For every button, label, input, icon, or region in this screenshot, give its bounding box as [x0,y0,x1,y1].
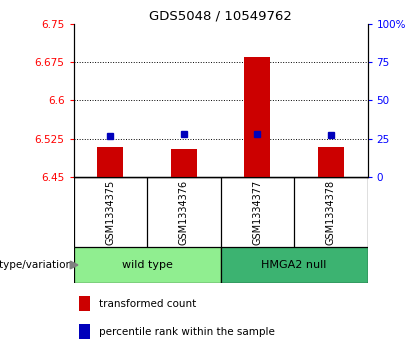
Bar [244,57,270,177]
Text: genotype/variation: genotype/variation [0,260,72,270]
Bar [74,247,220,283]
Text: GSM1334376: GSM1334376 [179,179,189,245]
Bar [318,147,344,177]
Bar [171,149,197,177]
Bar [220,247,368,283]
Bar [79,324,90,339]
Bar [97,147,123,177]
Text: GSM1334377: GSM1334377 [252,179,262,245]
Bar [79,296,90,311]
Text: GSM1334375: GSM1334375 [105,179,115,245]
Text: wild type: wild type [121,260,173,270]
Text: percentile rank within the sample: percentile rank within the sample [99,327,275,337]
Text: transformed count: transformed count [99,299,196,309]
Title: GDS5048 / 10549762: GDS5048 / 10549762 [149,9,292,23]
Text: GSM1334378: GSM1334378 [326,179,336,245]
Text: HMGA2 null: HMGA2 null [261,260,327,270]
